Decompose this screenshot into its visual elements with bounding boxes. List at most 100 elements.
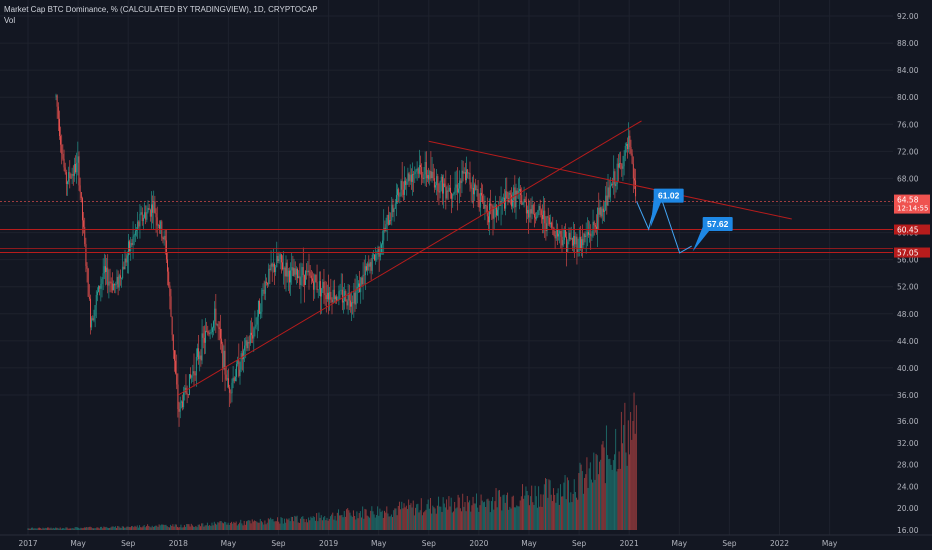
- candle-body: [634, 178, 635, 181]
- volume-bar: [427, 499, 429, 530]
- candle-body: [450, 187, 451, 194]
- candle: [485, 204, 487, 213]
- volume-indicator-label[interactable]: Vol: [4, 16, 16, 25]
- candle: [293, 258, 295, 277]
- trend-lines[interactable]: [177, 120, 792, 396]
- candle-body: [62, 153, 64, 159]
- candle: [177, 373, 179, 418]
- candle-body: [497, 209, 499, 216]
- volume-bar: [548, 479, 550, 530]
- candle-body: [417, 168, 419, 174]
- candle: [525, 192, 527, 223]
- volume-bar: [515, 507, 517, 530]
- volume-bar: [582, 493, 584, 530]
- volume-bar: [256, 521, 258, 530]
- candle: [231, 378, 233, 403]
- volume-bar: [127, 526, 129, 530]
- volume-bar: [175, 524, 177, 530]
- volume-bar: [401, 501, 403, 530]
- volume-bar: [282, 523, 284, 530]
- volume-bar: [558, 504, 560, 530]
- volume-bar: [459, 508, 461, 530]
- candle-body: [117, 276, 119, 288]
- candle-body: [566, 236, 568, 252]
- candle: [358, 280, 359, 293]
- candle: [239, 361, 241, 385]
- volume-bar: [78, 527, 80, 530]
- candle-body: [470, 184, 472, 189]
- countdown-label: 12:14:55: [897, 205, 928, 213]
- candle: [198, 334, 200, 365]
- volume-bar: [343, 511, 345, 530]
- volume-bar: [616, 471, 618, 530]
- candle: [441, 174, 443, 205]
- candle: [68, 166, 70, 185]
- candle: [476, 185, 478, 197]
- candle-body: [159, 224, 160, 229]
- volume-bar: [357, 518, 359, 530]
- candle: [387, 206, 389, 226]
- candle: [285, 255, 287, 292]
- horizontal-levels[interactable]: [0, 201, 893, 254]
- candle-body: [475, 184, 477, 191]
- price-candles[interactable]: [55, 93, 637, 427]
- price-axis[interactable]: 36.0040.0044.0048.0052.0056.0060.0064.00…: [894, 12, 930, 535]
- candle-body: [310, 275, 312, 279]
- candle-body: [354, 292, 356, 305]
- candle-body: [493, 208, 495, 219]
- volume-bar: [527, 495, 529, 530]
- volume-bar: [74, 527, 76, 530]
- volume-bar: [155, 525, 157, 530]
- candle-body: [423, 174, 425, 180]
- volume-bar: [507, 492, 509, 530]
- candle: [83, 212, 85, 234]
- volume-bar: [476, 493, 477, 530]
- volume-bar: [592, 482, 594, 530]
- volume-bar: [202, 523, 204, 530]
- volume-bar: [378, 515, 380, 530]
- candle-body: [91, 318, 93, 328]
- candle: [201, 319, 203, 365]
- volume-bar: [239, 522, 241, 530]
- volume-bar: [81, 528, 83, 530]
- candle-body: [253, 328, 255, 339]
- volume-bar: [65, 527, 67, 530]
- volume-bar: [473, 503, 475, 530]
- candle-body: [65, 172, 67, 184]
- candle: [404, 166, 405, 200]
- candle: [254, 310, 256, 337]
- candle-body: [412, 173, 413, 182]
- candle-body: [142, 217, 144, 222]
- volume-bar: [281, 517, 283, 530]
- volume-bar: [526, 490, 528, 530]
- candle-body: [79, 185, 81, 193]
- volume-bar: [128, 527, 130, 530]
- candle: [123, 261, 125, 270]
- candle-body: [537, 210, 539, 217]
- candle: [625, 142, 627, 153]
- candle-body: [191, 375, 193, 378]
- volume-bar: [140, 527, 142, 530]
- volume-bar: [44, 527, 46, 530]
- candle-body: [234, 376, 236, 382]
- volume-bar: [593, 452, 595, 530]
- candle-body: [436, 176, 438, 186]
- candle: [169, 281, 171, 310]
- time-tick-label: May: [221, 539, 237, 548]
- volume-bar: [377, 506, 379, 530]
- candle-body: [123, 266, 125, 270]
- time-axis[interactable]: 2017 May Sep 2018 May Sep 2019 May Sep 2020 May Sep…: [0, 534, 932, 548]
- volume-bar: [624, 402, 626, 530]
- volume-bar: [328, 518, 330, 530]
- symbol-title[interactable]: Market Cap BTC Dominance, % (CALCULATED …: [4, 5, 318, 14]
- volume-bar: [287, 519, 289, 530]
- volume-bar: [137, 527, 139, 530]
- candle-body: [617, 163, 619, 168]
- volume-bar: [623, 425, 625, 530]
- candle: [302, 247, 304, 288]
- volume-bar: [577, 499, 579, 530]
- volume-bar: [405, 505, 407, 530]
- candle: [498, 200, 500, 221]
